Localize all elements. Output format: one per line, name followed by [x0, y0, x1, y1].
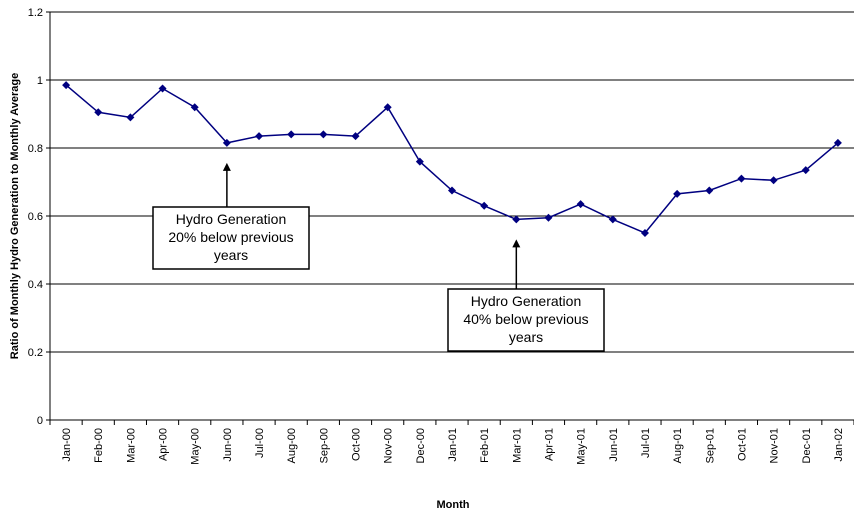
data-point: [255, 132, 264, 141]
data-point: [640, 229, 649, 237]
data-point: [737, 174, 746, 183]
x-tick-label: Dec-01: [801, 428, 813, 463]
annotation-text: Hydro Generation: [176, 211, 287, 227]
x-tick-label: May-00: [190, 428, 202, 465]
x-axis-title: Month: [437, 499, 470, 511]
x-tick-label: Jan-00: [61, 428, 73, 462]
x-tick-label: Feb-01: [479, 428, 491, 463]
x-tick-label: Jan-02: [833, 428, 845, 462]
annotation-text: years: [509, 329, 543, 345]
x-tick-label: Jan-01: [447, 428, 459, 462]
data-point: [801, 166, 810, 175]
y-axis-title: Ratio of Monthly Hydro Generation to Mon…: [9, 73, 21, 359]
x-tick-label: Aug-01: [672, 428, 684, 463]
annotation-arrowhead: [512, 239, 521, 248]
y-tick-label: 1: [37, 75, 43, 87]
x-tick-label: Dec-00: [415, 428, 427, 463]
annotation-text: Hydro Generation: [471, 293, 582, 309]
x-tick-label: Jul-01: [640, 428, 652, 458]
annotation-box: [447, 288, 605, 352]
data-point: [512, 215, 521, 224]
x-tick-label: Oct-01: [736, 428, 748, 461]
data-point: [673, 189, 682, 198]
x-tick-label: Apr-01: [543, 428, 555, 461]
x-tick-label: Feb-00: [93, 428, 105, 463]
annotation-box: [152, 206, 310, 270]
data-point: [480, 201, 489, 210]
y-tick-label: 0: [37, 415, 43, 427]
x-tick-label: Nov-01: [769, 428, 781, 463]
annotation-arrowhead: [222, 162, 231, 171]
x-tick-label: Mar-00: [125, 428, 137, 463]
y-tick-label: 0.8: [28, 143, 43, 155]
y-tick-label: 0.6: [28, 211, 43, 223]
data-point: [833, 138, 842, 147]
data-point: [287, 130, 296, 139]
data-point: [769, 176, 778, 185]
annotation: Hydro Generation 40% below previous years: [447, 239, 605, 352]
annotation: Hydro Generation 20% below previous years: [152, 162, 310, 270]
data-point: [383, 103, 392, 112]
y-tick-label: 1.2: [28, 7, 43, 19]
x-tick-label: Sep-00: [318, 428, 330, 463]
x-tick-label: May-01: [576, 428, 588, 465]
data-point: [62, 81, 71, 90]
data-point: [351, 132, 360, 141]
x-tick-label: Mar-01: [511, 428, 523, 463]
y-tick-label: 0.4: [28, 279, 43, 291]
series: [62, 81, 842, 237]
y-tick-label: 0.2: [28, 347, 43, 359]
x-tick-label: Jun-00: [222, 428, 234, 462]
data-point: [448, 186, 456, 195]
x-tick-label: Nov-00: [383, 428, 395, 463]
annotation-text: years: [214, 247, 248, 263]
x-tick-label: Sep-01: [704, 428, 716, 463]
axes: 0 0.2 0.4 0.6 0.8 1 1.2 Jan-00 Feb-00 Mar-00 Apr-0…: [28, 7, 854, 465]
data-point: [608, 215, 617, 224]
data-point: [319, 130, 328, 139]
data-point: [415, 157, 424, 166]
x-tick-label: Aug-00: [286, 428, 298, 463]
x-tick-label: Jun-01: [608, 428, 620, 462]
data-point: [158, 84, 167, 93]
data-point: [94, 108, 103, 117]
data-point: [544, 213, 553, 222]
data-point: [576, 200, 585, 209]
x-tick-label: Jul-00: [254, 428, 266, 458]
data-point: [126, 113, 135, 122]
x-tick-label: Apr-00: [158, 428, 170, 461]
data-point: [190, 103, 199, 112]
data-point: [222, 138, 231, 147]
annotation-text: 40% below previous: [463, 311, 588, 327]
x-tick-label: Oct-00: [351, 428, 363, 461]
annotation-text: 20% below previous: [168, 229, 293, 245]
data-point: [705, 186, 714, 195]
